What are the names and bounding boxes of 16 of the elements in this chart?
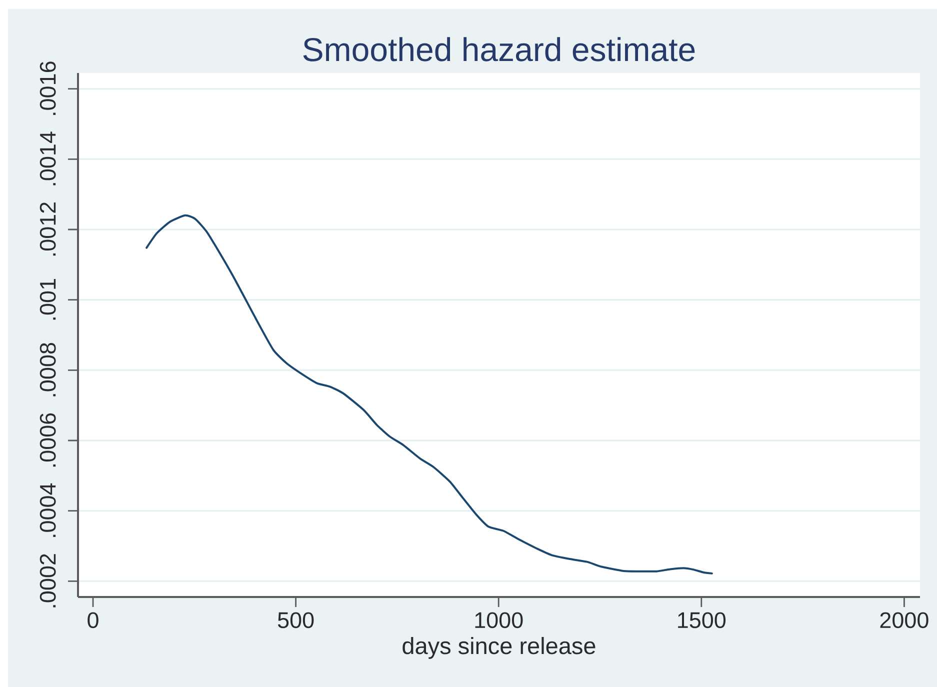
y-tick-label: .0004 (40, 483, 56, 537)
x-axis-title: days since release (402, 636, 596, 659)
x-tick-label: 2000 (880, 612, 928, 628)
y-tick-label: .0006 (40, 413, 56, 467)
x-tick-label: 1500 (678, 612, 726, 628)
chart-title: Smoothed hazard estimate (303, 37, 695, 62)
y-tick-label: .0016 (40, 62, 56, 115)
x-tick-label: 500 (278, 612, 314, 628)
x-tick-label: 0 (88, 612, 98, 628)
line-series (146, 214, 713, 574)
y-tick-label: .0002 (40, 554, 56, 608)
y-tick-label: .0012 (40, 202, 56, 256)
y-tick-label: .0014 (40, 132, 56, 186)
y-tick-label: .001 (40, 279, 56, 320)
y-tick-label: .0008 (40, 343, 56, 396)
x-tick-label: 1000 (475, 612, 523, 628)
